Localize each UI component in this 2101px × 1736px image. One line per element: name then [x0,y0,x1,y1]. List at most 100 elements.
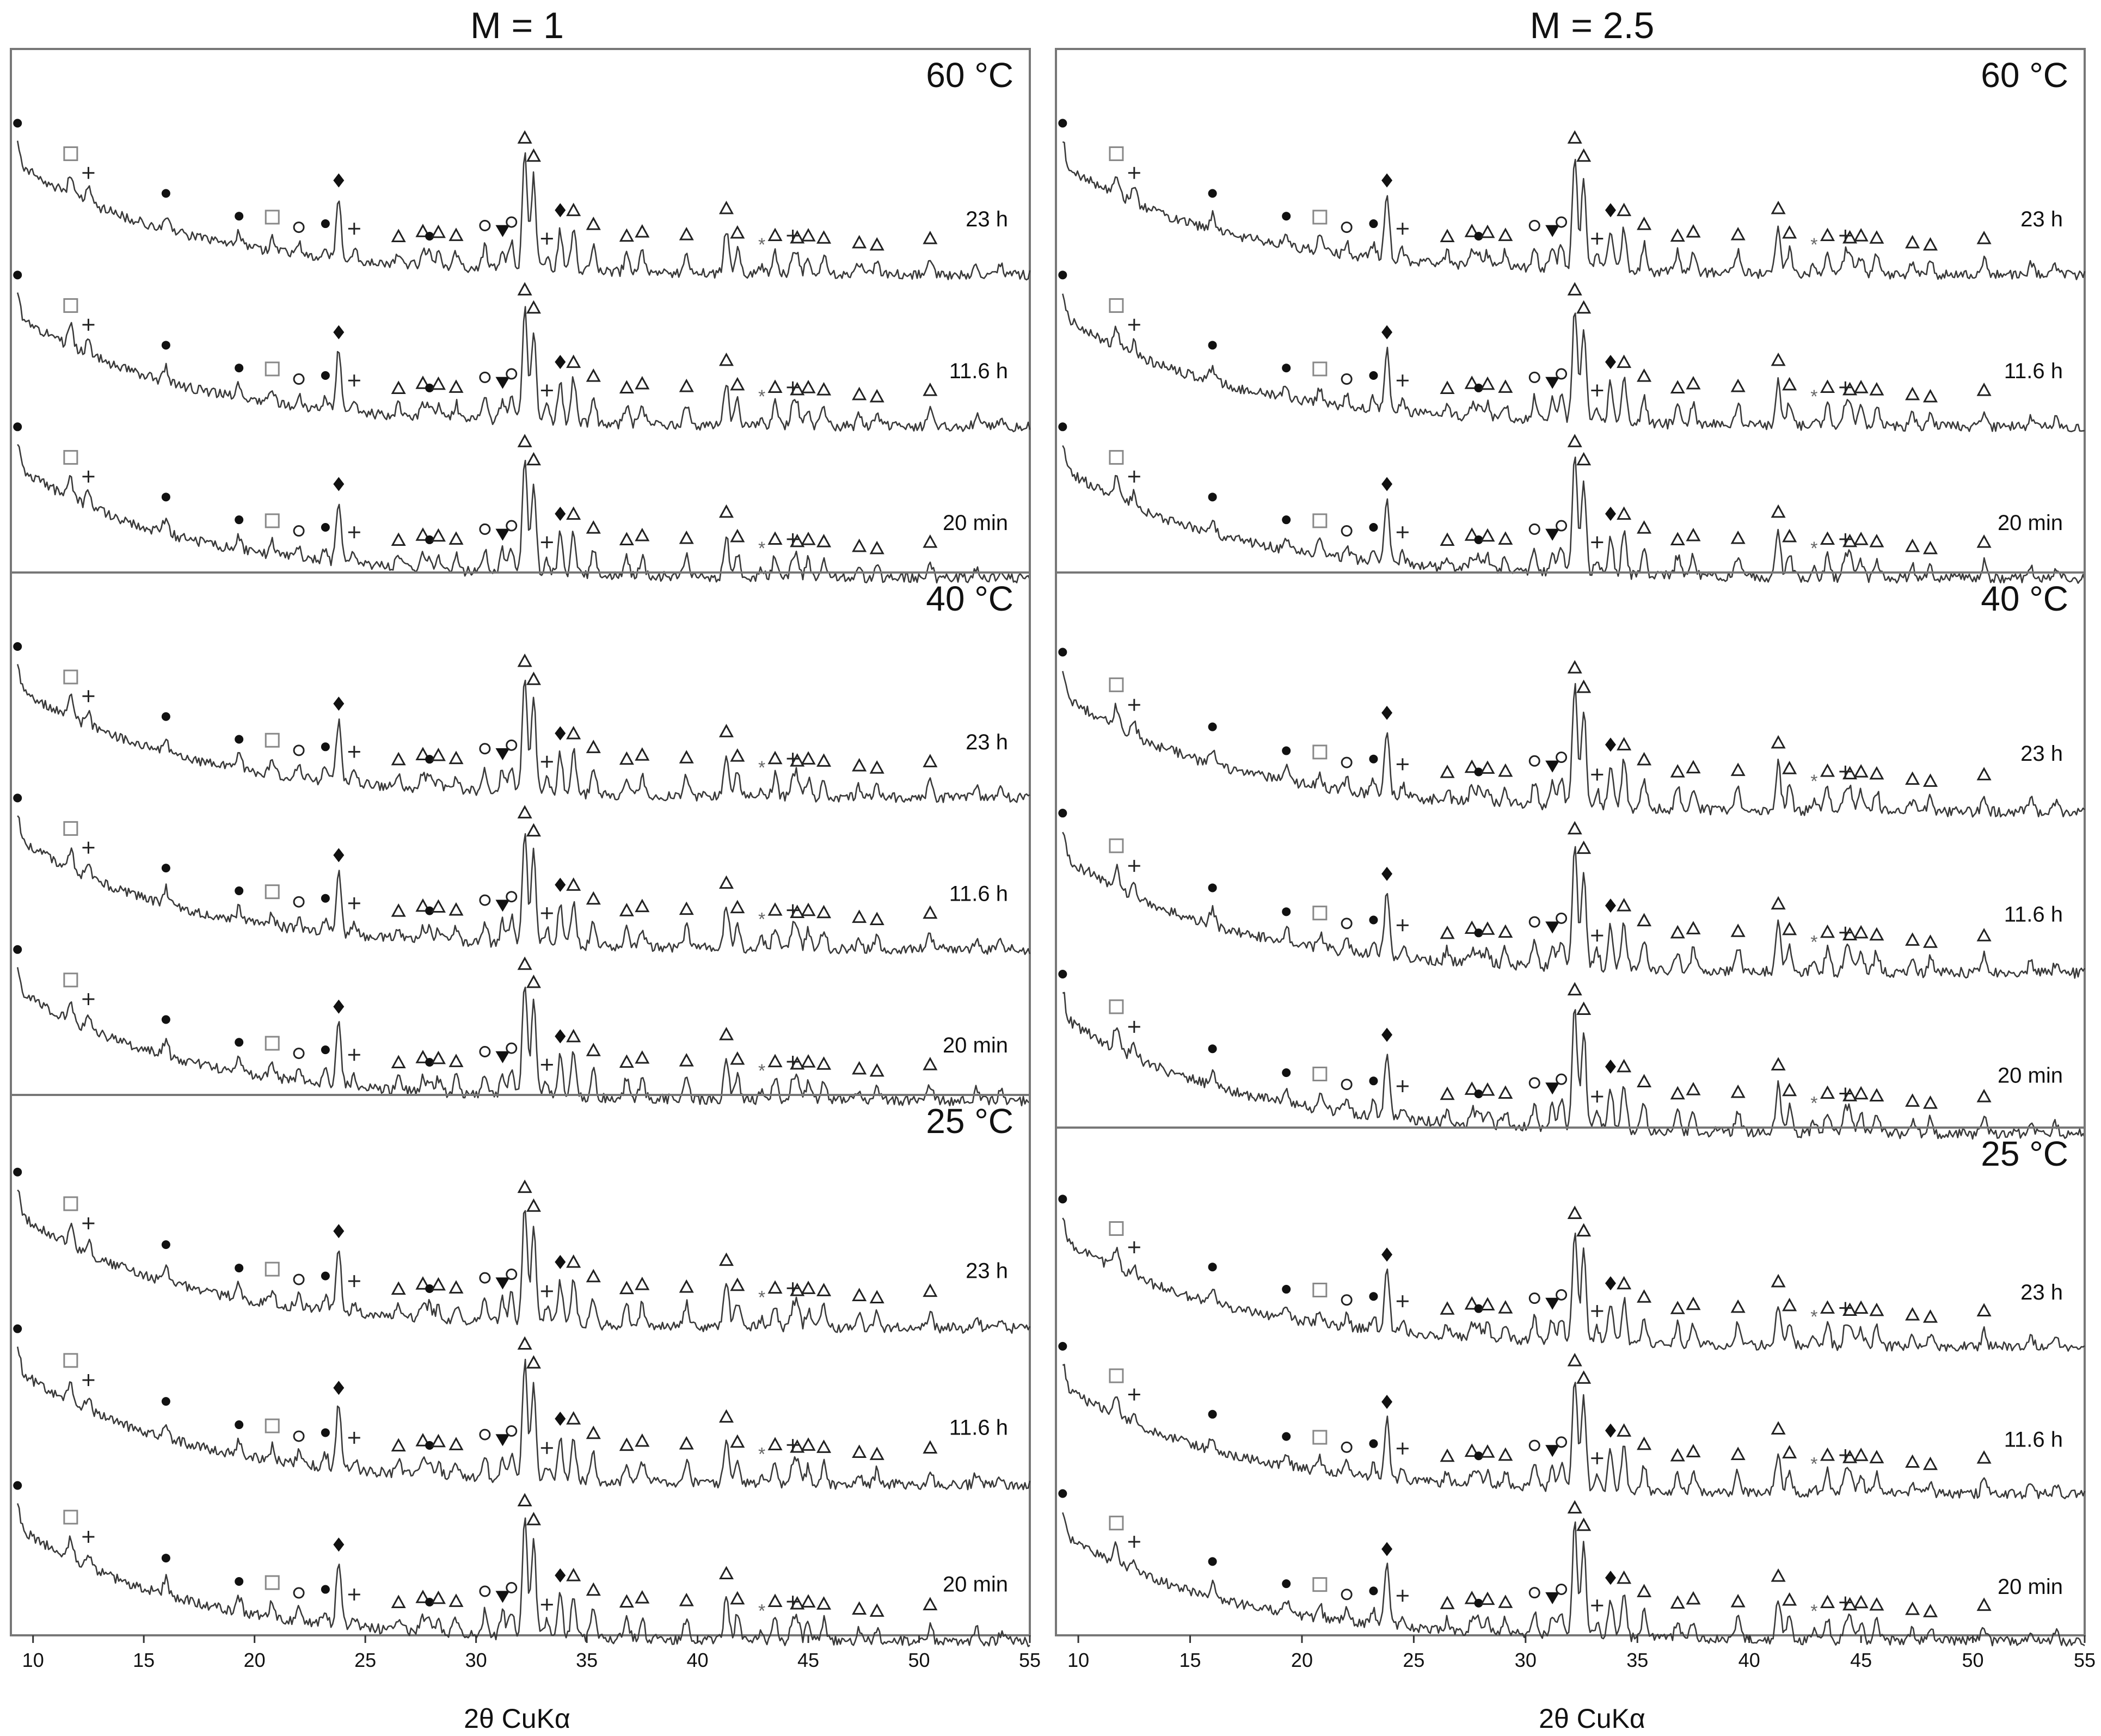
peak-marker-dia [1605,1423,1616,1438]
peak-marker-plus [1128,1536,1140,1548]
peak-marker-tri [1853,1300,1869,1314]
x-tick-label: 45 [1850,1649,1872,1671]
peak-marker-tri [431,528,446,542]
peak-marker-tri [852,386,867,401]
peak-marker-plus [540,755,553,768]
peak-marker-plus [348,374,360,387]
peak-marker-tri [869,389,884,403]
peak-marker-tri [1567,130,1582,144]
peak-marker-tri [923,534,938,548]
peak-marker-dot [1058,809,1067,818]
peak-marker-sq [1312,744,1328,760]
peak-marker-tri [730,900,745,914]
peak-marker-tri [923,1283,938,1297]
peak-marker-tri [1976,1450,1992,1464]
peak-marker-tri [449,750,464,765]
temperature-label: 40 °C [1981,579,2068,618]
x-tick-label: 45 [797,1649,819,1671]
peak-marker-tri [1869,534,1884,547]
peak-marker-dot [1208,1263,1217,1272]
peak-marker-tri [1686,1444,1701,1457]
peak-marker-tri [586,740,601,753]
peak-marker-plus [82,841,95,854]
peak-marker-tri [586,1269,601,1283]
peak-marker-tri [1842,381,1858,396]
peak-marker-tri [1480,224,1495,238]
peak-marker-tri [730,528,745,543]
peak-marker-tri [415,527,431,541]
peak-marker-tri [1869,927,1884,941]
peak-marker-tri [767,379,783,393]
peak-marker-tri [730,748,745,762]
peak-marker-tri [1686,1591,1701,1605]
peak-marker-tri [1576,679,1592,693]
peak-marker-tri [923,1057,938,1070]
peak-marker-tri [801,902,816,916]
peak-marker-tri [801,228,816,242]
peak-marker-dot [235,1264,244,1273]
peak-marker-tri [679,1436,694,1450]
peak-marker-dia [555,355,566,370]
peak-marker-dot [1474,383,1483,392]
peak-marker-tri [1771,1057,1786,1070]
x-tick-label: 20 [244,1649,266,1671]
peak-marker-circ [293,1048,305,1060]
peak-marker-tri [790,904,805,919]
peak-marker-plus [82,1217,95,1230]
peak-marker-tri [816,753,832,767]
peak-marker-tri [1498,379,1513,393]
peak-marker-dot [321,1271,330,1281]
peak-marker-tri [718,504,734,518]
peak-marker-plus [348,1432,360,1444]
peak-marker-dot [425,535,434,544]
peak-marker-sq [1312,513,1328,528]
peak-marker-tri [415,375,431,389]
peak-marker-tri [517,434,532,447]
peak-marker-dtri [495,225,510,237]
peak-marker-circ [293,744,305,756]
peak-marker-tri [1686,921,1701,934]
peak-marker-tri [730,1434,745,1448]
peak-marker-circ [1528,1587,1540,1599]
peak-marker-dot [1474,1304,1483,1313]
column-title-m25: M = 2.5 [1530,5,1655,46]
temperature-label: 60 °C [926,56,1013,95]
peak-marker-plus [1591,1305,1604,1318]
peak-marker-star: * [758,1288,765,1308]
peak-marker-sq [1109,450,1124,465]
peak-marker-tri [619,1437,634,1451]
peak-marker-dot [425,1057,434,1067]
peak-marker-circ [1528,523,1540,535]
peak-marker-tri [1464,920,1479,934]
peak-marker-tri [679,750,694,764]
pattern-trace-23h [16,664,1030,803]
peak-marker-tri [1440,1301,1455,1315]
peak-marker-plus [82,318,95,331]
peak-marker-tri [391,1438,406,1452]
peak-marker-dot [13,119,22,128]
peak-marker-tri [767,531,783,545]
peak-marker-tri [1842,1597,1858,1611]
peak-marker-dot [13,642,22,651]
peak-marker-tri [415,747,431,760]
temperature-label: 40 °C [926,579,1013,618]
peak-marker-star: * [758,1444,765,1465]
peak-marker-tri [1480,1444,1495,1458]
peak-marker-tri [635,224,650,238]
peak-marker-tri [767,1054,783,1068]
peak-marker-circ [1528,1439,1540,1451]
peak-marker-tri [1617,1570,1632,1584]
peak-marker-dtri [495,1051,510,1063]
peak-marker-star: * [1810,771,1817,792]
peak-marker-tri [1976,928,1992,941]
series-time-label: 11.6 h [2004,1427,2063,1451]
peak-marker-tri [1976,767,1992,780]
peak-marker-circ [506,891,518,903]
peak-marker-circ [1556,520,1568,532]
peak-marker-tri [852,538,867,552]
peak-marker-plus [1591,384,1604,397]
peak-marker-dot [235,364,244,373]
peak-marker-circ [1528,1292,1540,1304]
peak-marker-tri [1842,927,1858,940]
pattern-trace-11-6h [1062,293,2085,433]
